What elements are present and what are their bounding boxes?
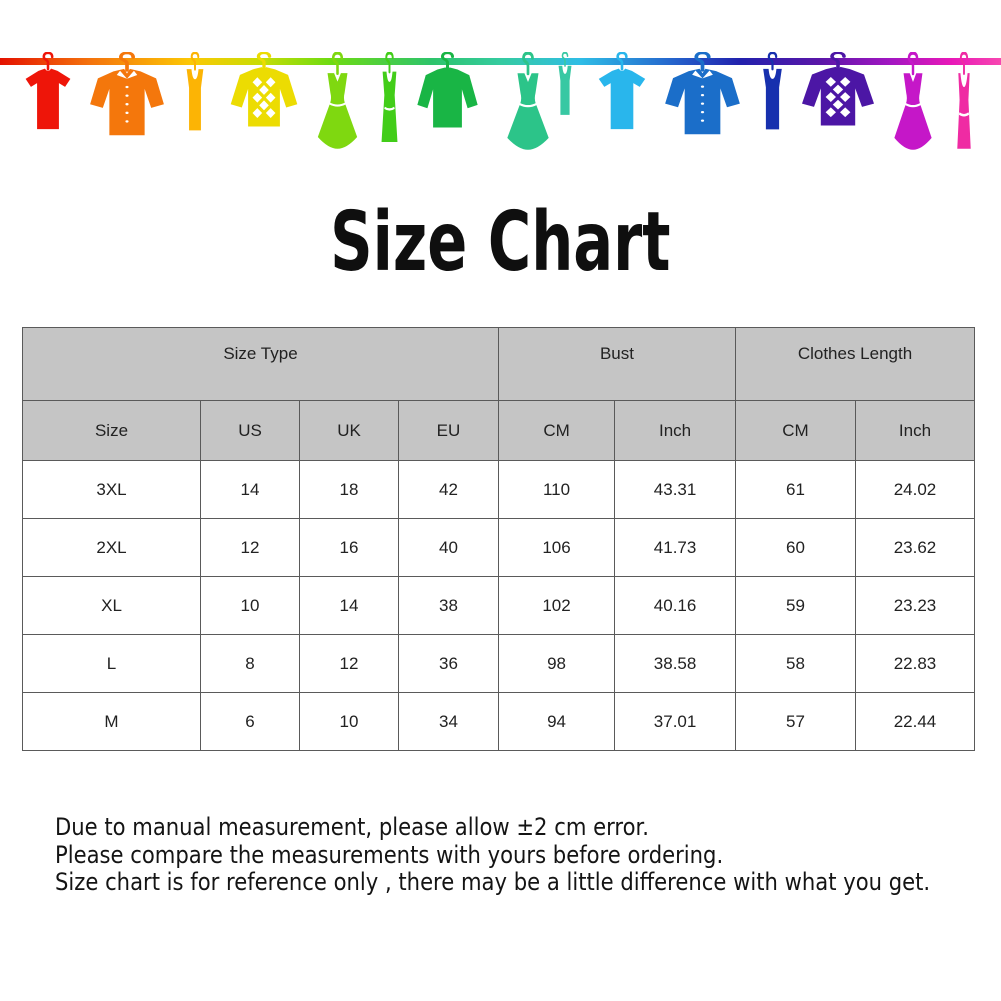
measurement-cell: 43.31 (614, 460, 736, 519)
measurement-cell: 22.83 (854, 634, 976, 693)
size-label-cell: L (21, 634, 202, 693)
measurement-cell: 12 (200, 518, 301, 577)
measurement-cell: 40 (398, 518, 499, 577)
measurement-cell: 16 (299, 518, 400, 577)
page-title: Size Chart (0, 200, 1001, 286)
measurement-cell: 102 (497, 576, 616, 635)
measurement-cell: 60 (735, 518, 856, 577)
measurement-cell: 37.01 (614, 692, 736, 751)
shirt-icon (661, 52, 744, 137)
col-header-us: US (200, 400, 301, 461)
page-title-text: Size Chart (330, 195, 671, 290)
measurement-cell: 110 (497, 460, 616, 519)
table-row: 3XL 14 18 42 110 43.31 61 24.02 (21, 460, 976, 519)
measurement-cell: 59 (735, 576, 856, 635)
tank-top-icon (548, 52, 582, 117)
table-row: XL 10 14 38 102 40.16 59 23.23 (21, 576, 976, 635)
measurement-cell: 57 (735, 692, 856, 751)
table-row: 2XL 12 16 40 106 41.73 60 23.62 (21, 518, 976, 577)
measurement-cell: 38.58 (614, 634, 736, 693)
note-line: Due to manual measurement, please allow … (55, 813, 650, 841)
table-column-header-row: Size US UK EU CM Inch CM Inch (21, 400, 976, 461)
camisole-icon (943, 52, 985, 152)
measurement-cell: 10 (299, 692, 400, 751)
measurement-cell: 42 (398, 460, 499, 519)
measurement-cell: 6 (200, 692, 301, 751)
tshirt-icon (593, 52, 651, 132)
tank-top-icon (748, 52, 797, 132)
col-header-uk: UK (299, 400, 400, 461)
measurement-cell: 61 (735, 460, 856, 519)
argyle-sweater-icon (798, 52, 878, 128)
measurement-cell: 94 (497, 692, 616, 751)
measurement-cell: 34 (398, 692, 499, 751)
dress-icon (309, 52, 366, 152)
table-row: L 8 12 36 98 38.58 58 22.83 (21, 634, 976, 693)
measurement-cell: 23.62 (854, 518, 976, 577)
tank-top-icon (173, 52, 217, 133)
col-header-bust-cm: CM (497, 400, 616, 461)
disclaimer-notes: Due to manual measurement, please allow … (55, 813, 931, 897)
col-header-length-cm: CM (735, 400, 856, 461)
dress-icon (886, 52, 940, 153)
size-label-cell: 2XL (21, 518, 202, 577)
measurement-cell: 14 (299, 576, 400, 635)
measurement-cell: 58 (735, 634, 856, 693)
tank-dress-icon (368, 52, 411, 145)
rainbow-line (0, 58, 1001, 65)
group-header-size-type: Size Type (22, 327, 499, 401)
measurement-cell: 14 (200, 460, 301, 519)
measurement-cell: 8 (200, 634, 301, 693)
size-table: Size Type Bust Clothes Length Size US UK… (21, 327, 976, 751)
size-label-cell: M (21, 692, 202, 751)
clothes-banner (0, 0, 1001, 175)
measurement-cell: 41.73 (614, 518, 736, 577)
size-label-cell: XL (21, 576, 202, 635)
dress-icon (498, 52, 558, 153)
measurement-cell: 10 (200, 576, 301, 635)
table-row: M 6 10 34 94 37.01 57 22.44 (21, 692, 976, 751)
sweater-icon (414, 52, 481, 130)
shirt-icon (86, 52, 168, 138)
measurement-cell: 40.16 (614, 576, 736, 635)
measurement-cell: 12 (299, 634, 400, 693)
argyle-sweater-icon (227, 52, 301, 129)
measurement-cell: 18 (299, 460, 400, 519)
group-header-clothes-length: Clothes Length (735, 327, 975, 401)
col-header-bust-inch: Inch (614, 400, 736, 461)
measurement-cell: 106 (497, 518, 616, 577)
table-group-header-row: Size Type Bust Clothes Length (22, 327, 975, 401)
measurement-cell: 36 (398, 634, 499, 693)
note-line: Please compare the measurements with you… (55, 840, 724, 869)
measurement-cell: 38 (398, 576, 499, 635)
note-line: Size chart is for reference only , there… (55, 868, 931, 896)
col-header-eu: EU (398, 400, 499, 461)
measurement-cell: 23.23 (854, 576, 976, 635)
col-header-length-inch: Inch (854, 400, 976, 461)
measurement-cell: 22.44 (854, 692, 976, 751)
size-label-cell: 3XL (21, 460, 202, 519)
col-header-size: Size (21, 400, 202, 461)
group-header-bust: Bust (497, 327, 737, 401)
tshirt-icon (20, 52, 76, 132)
measurement-cell: 98 (497, 634, 616, 693)
measurement-cell: 24.02 (854, 460, 976, 519)
